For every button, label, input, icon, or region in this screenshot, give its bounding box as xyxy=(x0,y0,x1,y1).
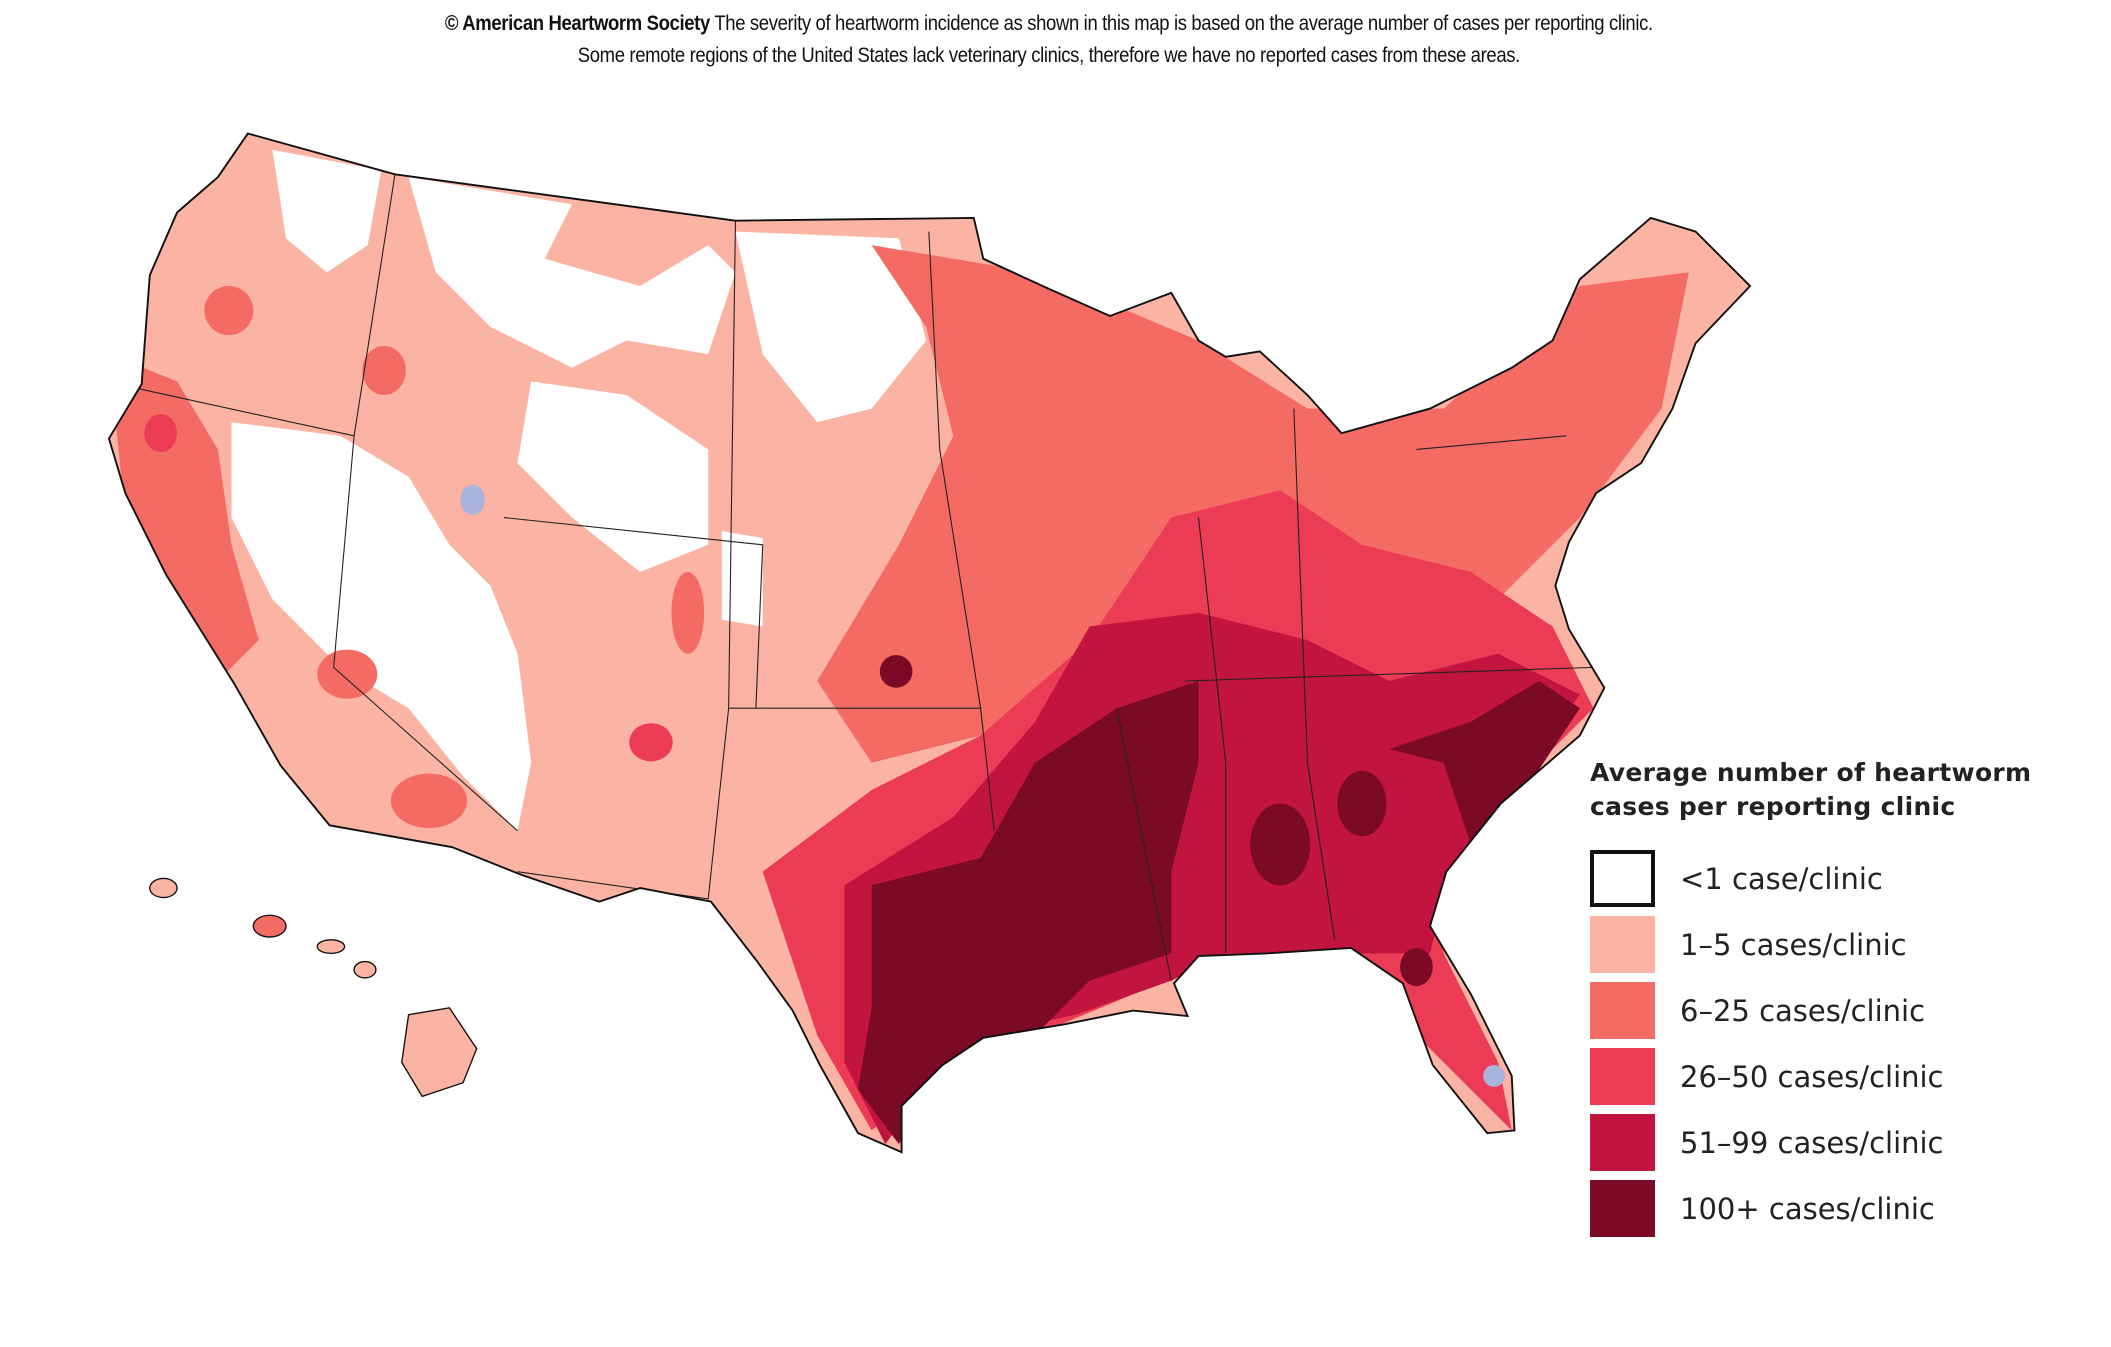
zone-6-25-blob xyxy=(362,345,406,395)
legend-item-51-99: 51–99 cases/clinic xyxy=(1590,1114,2090,1171)
copyright-credit: © American Heartworm Society xyxy=(444,12,710,35)
caption-line-1: © American Heartworm Society The severit… xyxy=(444,12,1653,35)
caption-line-2: Some remote regions of the United States… xyxy=(577,44,1521,67)
legend-swatch xyxy=(1590,1048,1655,1105)
zone-26-50-blob xyxy=(629,723,673,762)
zone-lt1-west xyxy=(231,422,532,831)
zone-100-plus-blob xyxy=(1250,803,1311,886)
legend-swatch xyxy=(1590,916,1655,973)
legend-item-lt1: <1 case/clinic xyxy=(1590,850,2090,907)
map-caption: © American Heartworm Society The severit… xyxy=(120,8,1978,72)
legend-swatch xyxy=(1590,982,1655,1039)
legend-title: Average number of heartworm cases per re… xyxy=(1590,758,2032,821)
zone-lt1-dakotas xyxy=(735,231,927,423)
legend-item-1-5: 1–5 cases/clinic xyxy=(1590,916,2090,973)
zone-100-plus-southeast xyxy=(1389,680,1580,845)
legend-swatch xyxy=(1590,1180,1655,1237)
zone-lt1-colorado xyxy=(721,531,763,627)
legend-item-6-25: 6–25 cases/clinic xyxy=(1590,982,2090,1039)
legend-swatch xyxy=(1590,850,1655,907)
no-data-spot xyxy=(1483,1065,1505,1087)
zone-lt1-wyoming xyxy=(517,381,709,573)
zone-6-25-blob xyxy=(671,572,705,654)
zone-6-25-blob xyxy=(390,773,468,829)
legend-item-100-plus: 100+ cases/clinic xyxy=(1590,1180,2090,1237)
zone-lt1-nw xyxy=(272,149,382,273)
zone-6-25-blob xyxy=(204,286,254,336)
no-data-spot xyxy=(460,484,485,515)
zone-26-50-blob xyxy=(144,414,178,453)
zone-100-plus-south-central xyxy=(858,680,1199,1145)
zone-lt1-montana xyxy=(408,177,736,368)
legend: Average number of heartworm cases per re… xyxy=(1590,756,2090,1246)
contiguous-us xyxy=(108,132,1752,1154)
hawaii xyxy=(149,877,478,1098)
legend-item-26-50: 26–50 cases/clinic xyxy=(1590,1048,2090,1105)
zone-100-plus-blob xyxy=(1400,947,1433,987)
zone-100-plus-blob xyxy=(1337,770,1387,837)
legend-swatch xyxy=(1590,1114,1655,1171)
zone-6-25-blob xyxy=(317,649,378,699)
zone-100-plus-blob xyxy=(879,655,913,688)
